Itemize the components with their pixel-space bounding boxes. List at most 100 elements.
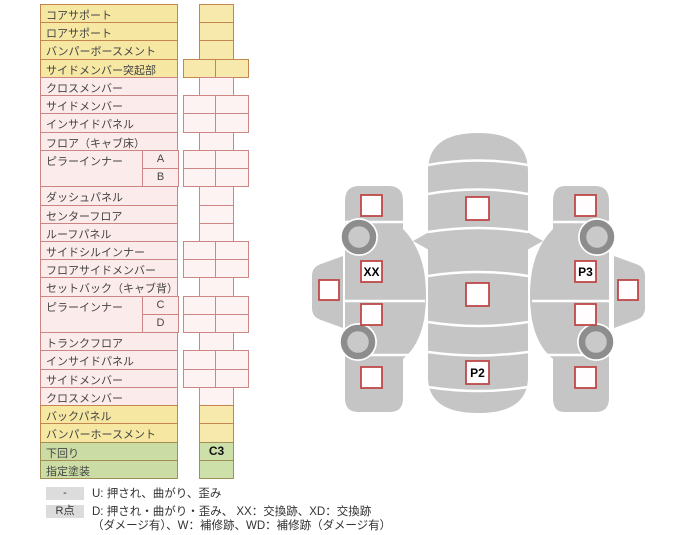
part-label: バンパーボースメント — [40, 40, 178, 60]
legend-key-rpoint: R点 — [46, 504, 84, 518]
part-label: サイドメンバー突起部 — [40, 59, 178, 78]
legend-key-minus: - — [46, 487, 84, 500]
top-view-separator — [427, 159, 529, 167]
legend-text-rpoint: D: 押され・曲がり・歪み、 XX：交換跡、XD：交換跡 （ダメージ有）、W：補… — [92, 505, 392, 533]
part-check-cell — [199, 387, 234, 406]
part-check-cell — [183, 59, 216, 78]
part-check-cell — [215, 95, 249, 114]
part-sublabel: D — [142, 314, 179, 333]
part-check-cell — [199, 405, 234, 424]
top-view-separator — [427, 270, 529, 278]
part-label: クロスメンバー — [40, 387, 178, 406]
marker-p2: P2 — [470, 366, 485, 380]
part-check-cell — [199, 423, 234, 443]
part-check-cell — [183, 95, 216, 114]
part-label: ピラーインナー — [40, 150, 143, 187]
part-check-cell — [215, 369, 249, 388]
legend-text-u: U: 押され、曲がり、歪み — [92, 488, 222, 500]
part-label: ロアサポート — [40, 22, 178, 41]
legend-row-u: - U: 押され、曲がり、歪み — [46, 487, 406, 502]
part-sublabel: A — [142, 150, 179, 169]
part-check-cell — [215, 241, 249, 260]
roof-check — [465, 282, 490, 307]
hood-check — [465, 196, 490, 221]
damage-diagram: XX P2 P3 — [312, 133, 645, 413]
left-front-door-check — [360, 260, 383, 283]
top-view-separator — [427, 385, 529, 393]
marker-xx: XX — [363, 265, 379, 279]
part-label: バックパネル — [40, 405, 178, 424]
part-check-cell — [183, 314, 216, 333]
left-rear-door-check — [360, 303, 383, 326]
right-front-door-check — [574, 260, 597, 283]
part-check-cell — [199, 4, 234, 23]
part-check-cell: C3 — [199, 442, 234, 461]
left-rocker-check — [318, 279, 340, 301]
part-check-cell — [199, 223, 234, 242]
part-check-cell — [215, 168, 249, 187]
part-label: サイドメンバー — [40, 369, 178, 388]
part-check-cell — [183, 168, 216, 187]
top-view-separator — [427, 188, 529, 196]
part-check-cell — [199, 40, 234, 60]
part-check-cell — [183, 350, 216, 370]
part-check-cell — [199, 186, 234, 206]
part-check-cell — [199, 277, 234, 297]
part-check-cell — [199, 77, 234, 96]
part-label: コアサポート — [40, 4, 178, 23]
part-label: フロアサイドメンバー — [40, 259, 178, 278]
part-check-cell — [215, 113, 249, 133]
part-label: クロスメンバー — [40, 77, 178, 96]
right-front-wheel — [578, 218, 616, 256]
right-rear-fender-check — [574, 366, 597, 389]
part-label: インサイドパネル — [40, 350, 178, 370]
left-front-wheel — [340, 218, 378, 256]
part-check-cell — [215, 259, 249, 278]
right-rear-door-check — [574, 303, 597, 326]
part-label: 指定塗装 — [40, 460, 178, 479]
part-label: バンパーホースメント — [40, 423, 178, 443]
top-view-separator — [427, 350, 529, 357]
part-check-cell — [183, 113, 216, 133]
part-check-cell — [215, 350, 249, 370]
part-check-cell — [199, 332, 234, 351]
top-view-separator — [427, 226, 529, 234]
legend: - U: 押され、曲がり、歪み R点 D: 押され・曲がり・歪み、 XX：交換跡… — [46, 487, 406, 535]
part-check-cell — [199, 460, 234, 479]
part-label: ルーフパネル — [40, 223, 178, 242]
part-check-cell — [215, 314, 249, 333]
part-label: ピラーインナー — [40, 296, 143, 333]
part-sublabel: C — [142, 296, 179, 315]
marker-p3: P3 — [578, 265, 593, 279]
part-check-cell — [215, 150, 249, 169]
part-check-cell — [215, 296, 249, 315]
part-label: サイドメンバー — [40, 95, 178, 114]
part-label: ダッシュパネル — [40, 186, 178, 206]
right-mirror — [527, 232, 543, 250]
trunk-check — [465, 360, 490, 385]
part-label: 下回り — [40, 442, 178, 461]
part-check-cell — [199, 205, 234, 224]
part-sublabel: B — [142, 168, 179, 187]
part-check-cell — [183, 296, 216, 315]
legend-row-rpoint: R点 D: 押され・曲がり・歪み、 XX：交換跡、XD：交換跡 （ダメージ有）、… — [46, 504, 406, 534]
left-mirror — [413, 232, 429, 250]
part-check-cell — [199, 132, 234, 151]
part-label: トランクフロア — [40, 332, 178, 351]
part-check-cell — [183, 241, 216, 260]
part-label: サイドシルインナー — [40, 241, 178, 260]
left-rear-fender-check — [360, 366, 383, 389]
part-check-cell — [199, 22, 234, 41]
part-check-cell — [215, 59, 249, 78]
right-rocker-check — [617, 279, 639, 301]
part-label: フロア（キャブ床） — [40, 132, 178, 151]
part-check-cell — [183, 259, 216, 278]
part-check-cell — [183, 369, 216, 388]
part-label: セットバック（キャブ背） — [40, 277, 178, 297]
left-rear-wheel — [339, 323, 377, 361]
right-front-fender-check — [574, 194, 597, 217]
left-front-fender-check — [360, 194, 383, 217]
right-rear-wheel — [577, 323, 615, 361]
top-view-separator — [427, 320, 529, 328]
